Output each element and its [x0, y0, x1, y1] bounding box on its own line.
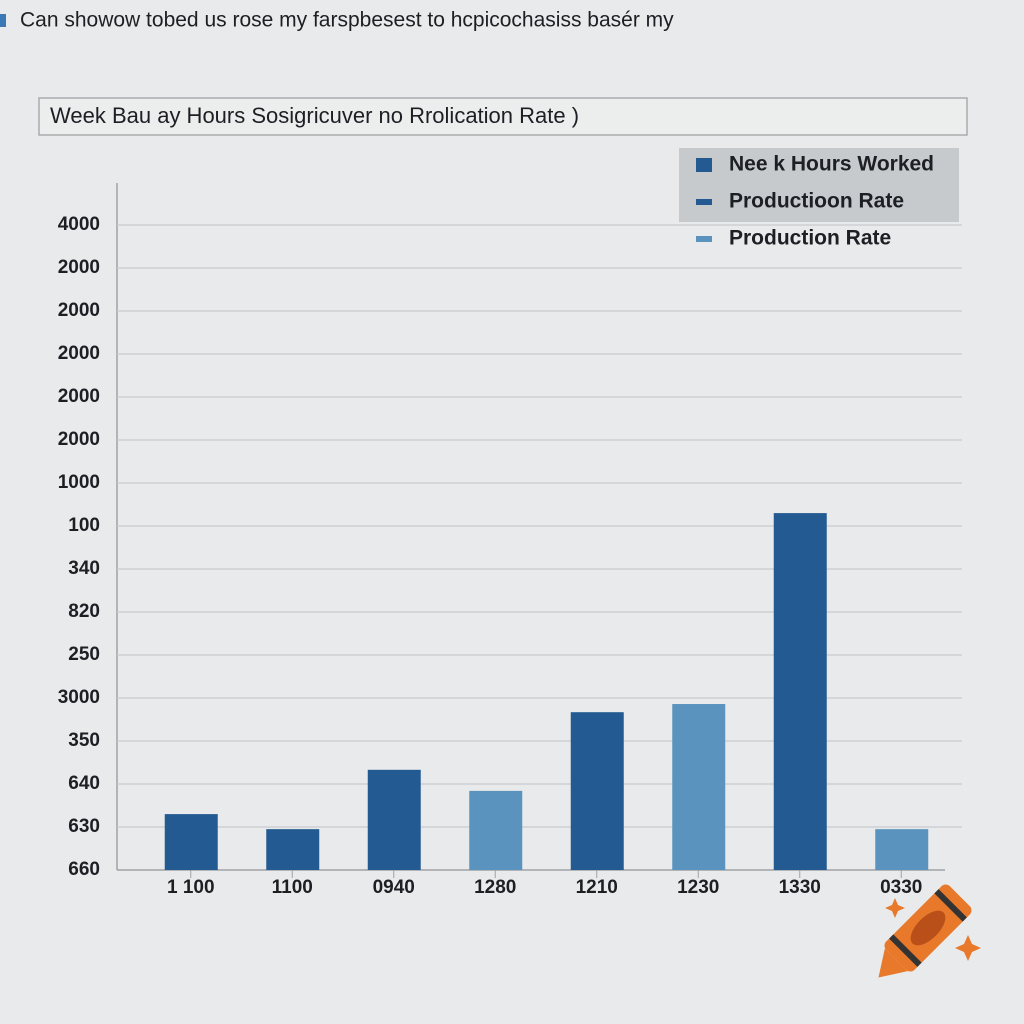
y-tick-label: 1000: [58, 472, 100, 493]
x-tick-label: 1100: [272, 877, 313, 898]
legend-label: Nee k Hours Worked: [729, 153, 934, 176]
x-tick-label: 1 100: [167, 877, 215, 898]
x-tick-label: 1210: [576, 877, 618, 898]
crayon-icon: [878, 884, 972, 978]
x-tick-label: 0330: [880, 877, 922, 898]
y-tick-label: 640: [68, 773, 100, 794]
y-tick-label: 2000: [58, 257, 100, 278]
y-tick-label: 4000: [58, 214, 100, 235]
x-tick-label: 1230: [677, 877, 719, 898]
legend-swatch: [696, 236, 712, 242]
header-text: Can showow tobed us rose my farspbesest …: [20, 9, 674, 32]
bar: [469, 790, 523, 870]
bar: [367, 769, 421, 870]
y-tick-label: 340: [68, 558, 100, 579]
bar: [672, 704, 726, 870]
bar: [773, 513, 827, 870]
y-tick-label: 350: [68, 730, 100, 751]
y-tick-label: 2000: [58, 386, 100, 407]
x-tick-label: 0940: [373, 877, 415, 898]
y-tick-label: 2000: [58, 300, 100, 321]
sparkle-icon: [885, 898, 981, 961]
y-tick-label: 100: [68, 515, 100, 536]
y-tick-label: 660: [68, 859, 100, 880]
bar: [164, 814, 218, 870]
bar: [266, 829, 320, 870]
bar: [570, 712, 624, 870]
y-tick-label: 630: [68, 816, 100, 837]
legend-bg: [679, 148, 959, 222]
chart-title: Week Bau ay Hours Sosigricuver no Rrolic…: [50, 103, 579, 128]
y-tick-label: 250: [68, 644, 100, 665]
y-tick-label: 2000: [58, 429, 100, 450]
y-tick-label: 3000: [58, 687, 100, 708]
y-tick-label: 2000: [58, 343, 100, 364]
x-tick-label: 1330: [779, 877, 821, 898]
header-bullet: [0, 14, 6, 27]
x-tick-label: 1280: [474, 877, 516, 898]
y-tick-label: 820: [68, 601, 100, 622]
legend-label: Production Rate: [729, 227, 891, 250]
legend-label: Productioon Rate: [729, 190, 904, 213]
title-box: [38, 97, 968, 136]
legend-swatch: [696, 158, 712, 172]
legend-swatch: [696, 199, 712, 205]
bar: [875, 829, 929, 870]
